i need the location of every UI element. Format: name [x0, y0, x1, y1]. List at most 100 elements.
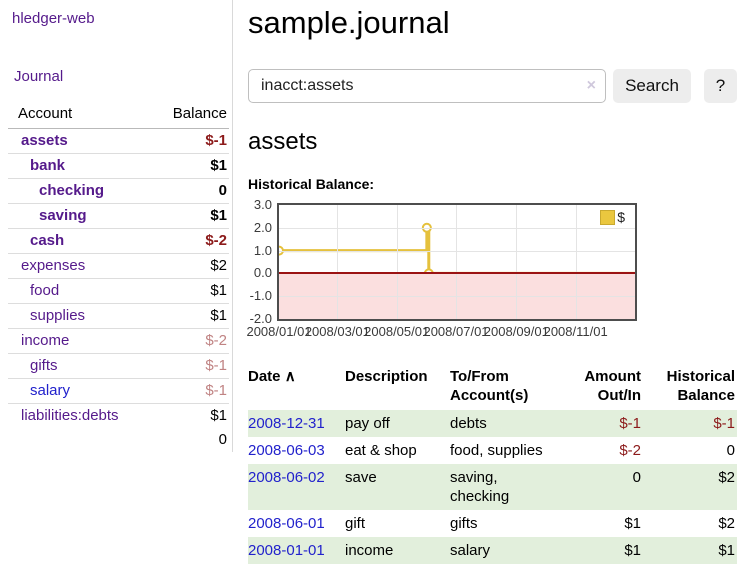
- account-link[interactable]: food: [30, 282, 60, 299]
- account-link[interactable]: saving: [39, 207, 87, 224]
- account-cell: gifts: [8, 353, 155, 379]
- account-cell: income: [8, 328, 155, 354]
- search-clear-icon[interactable]: ×: [586, 77, 596, 94]
- accounts-table: Account Balance assets $-1 bank $1 check…: [8, 102, 229, 452]
- account-row: salary $-1: [8, 378, 229, 404]
- register-table: Date ∧ Description To/From Account(s) Am…: [248, 365, 737, 564]
- accounts-header-account: Account: [8, 102, 155, 129]
- chart-plot-area: $: [277, 203, 637, 321]
- account-balance: $-2: [154, 228, 229, 254]
- account-link[interactable]: cash: [30, 232, 65, 249]
- transaction-balance: $-1: [713, 415, 735, 432]
- account-heading: assets: [248, 128, 318, 155]
- transaction-date-cell: 2008-06-03: [248, 437, 345, 464]
- search-input[interactable]: [261, 77, 587, 95]
- date-header-label: Date: [248, 368, 281, 385]
- chart-title: Historical Balance:: [248, 176, 375, 192]
- transaction-accounts: debts: [450, 415, 487, 432]
- account-cell: assets: [8, 129, 155, 154]
- account-balance: $-1: [154, 353, 229, 379]
- account-balance: $1: [154, 303, 229, 329]
- register-header-date[interactable]: Date ∧: [248, 365, 345, 410]
- account-link[interactable]: expenses: [21, 257, 86, 274]
- account-cell: food: [8, 278, 155, 304]
- transaction-amount: 0: [632, 469, 641, 486]
- account-balance: $-2: [154, 328, 229, 354]
- transaction-date-link[interactable]: 2008-06-02: [248, 469, 325, 486]
- transaction-balance: $2: [718, 469, 735, 486]
- account-link[interactable]: checking: [39, 182, 105, 199]
- sidebar-item-journal[interactable]: Journal: [14, 68, 64, 85]
- x-axis-tick-label: 2008/05/01: [364, 324, 430, 339]
- register-header-row: Date ∧ Description To/From Account(s) Am…: [248, 365, 737, 410]
- account-link[interactable]: bank: [30, 157, 66, 174]
- x-axis-tick-label: 2008/07/01: [423, 324, 489, 339]
- account-cell: liabilities:debts: [8, 403, 155, 428]
- register-header-description: Description: [345, 368, 428, 385]
- account-row: bank $1: [8, 153, 229, 179]
- account-balance: $1: [154, 203, 229, 229]
- y-axis-tick-label: -1.0: [249, 288, 272, 304]
- account-balance: $2: [154, 253, 229, 279]
- y-axis-tick-label: -2.0: [249, 311, 272, 326]
- account-cell: cash: [8, 228, 155, 254]
- account-row: supplies $1: [8, 303, 229, 329]
- y-axis-tick-label: 3.0: [253, 197, 272, 212]
- transaction-date-link[interactable]: 2008-06-01: [248, 515, 325, 532]
- register-header-accounts: To/From Account(s): [450, 368, 529, 404]
- account-balance: $-1: [205, 132, 227, 149]
- transaction-accounts: food, supplies: [450, 442, 543, 459]
- transaction-balance: 0: [726, 442, 735, 459]
- transaction-date-link[interactable]: 2008-06-03: [248, 442, 325, 459]
- account-link[interactable]: gifts: [30, 357, 58, 374]
- account-balance: $1: [154, 403, 229, 428]
- search-box: ×: [248, 69, 606, 103]
- transaction-description: gift: [345, 515, 366, 532]
- account-row: gifts $-1: [8, 353, 229, 379]
- account-cell: salary: [8, 378, 155, 404]
- sidebar: hledger-web Journal Account Balance asse…: [8, 0, 229, 452]
- search-button[interactable]: Search: [613, 69, 691, 103]
- help-button[interactable]: ?: [704, 69, 737, 103]
- brand-link[interactable]: hledger-web: [12, 10, 95, 27]
- account-row: cash $-2: [8, 228, 229, 254]
- account-balance: $1: [154, 153, 229, 179]
- transaction-date-cell: 2008-06-02: [248, 464, 345, 510]
- account-row: saving $1: [8, 203, 229, 229]
- account-row: assets $-1: [8, 129, 229, 154]
- account-link[interactable]: supplies: [30, 307, 86, 324]
- y-axis-tick-label: 0.0: [253, 265, 272, 281]
- transaction-date-link[interactable]: 2008-12-31: [248, 415, 325, 432]
- transaction-description: eat & shop: [345, 442, 417, 459]
- transaction-row: 2008-06-03 eat & shop food, supplies $-2…: [248, 437, 737, 464]
- register-header-balance: Historical Balance: [666, 368, 735, 404]
- account-link[interactable]: income: [21, 332, 70, 349]
- transaction-accounts: gifts: [450, 515, 478, 532]
- account-link[interactable]: liabilities:debts: [21, 407, 119, 424]
- transaction-amount: $1: [624, 542, 641, 559]
- account-balance: $1: [154, 278, 229, 304]
- account-row: checking 0: [8, 178, 229, 204]
- account-link[interactable]: assets: [21, 132, 68, 149]
- transaction-description: pay off: [345, 415, 390, 432]
- x-axis-tick-label: 2008/01/01: [246, 324, 312, 339]
- transaction-date-cell: 2008-12-31: [248, 410, 345, 437]
- account-cell: bank: [8, 153, 155, 179]
- accounts-total-spacer: [8, 428, 155, 452]
- transaction-accounts: saving, checking: [450, 469, 510, 505]
- transaction-date-cell: 2008-06-01: [248, 510, 345, 537]
- grid-line-vertical: [516, 205, 518, 319]
- transaction-amount: $-1: [619, 415, 641, 432]
- historical-balance-chart: $ 3.0 2.0 1.0 0.0 -1.0 -2.0 2008/01/01 2008/03/…: [246, 198, 637, 339]
- chart-legend: $: [600, 209, 625, 225]
- legend-swatch-icon: [600, 209, 616, 225]
- account-balance: 0: [154, 178, 229, 204]
- register-header-amount: Amount Out/In: [584, 368, 641, 404]
- account-link[interactable]: salary: [30, 382, 71, 399]
- x-axis-tick-label: 2008/09/01: [483, 324, 549, 339]
- account-row: food $1: [8, 278, 229, 304]
- transaction-date-link[interactable]: 2008-01-01: [248, 542, 325, 559]
- transaction-description: income: [345, 542, 394, 559]
- search-form: × Search ?: [248, 69, 742, 103]
